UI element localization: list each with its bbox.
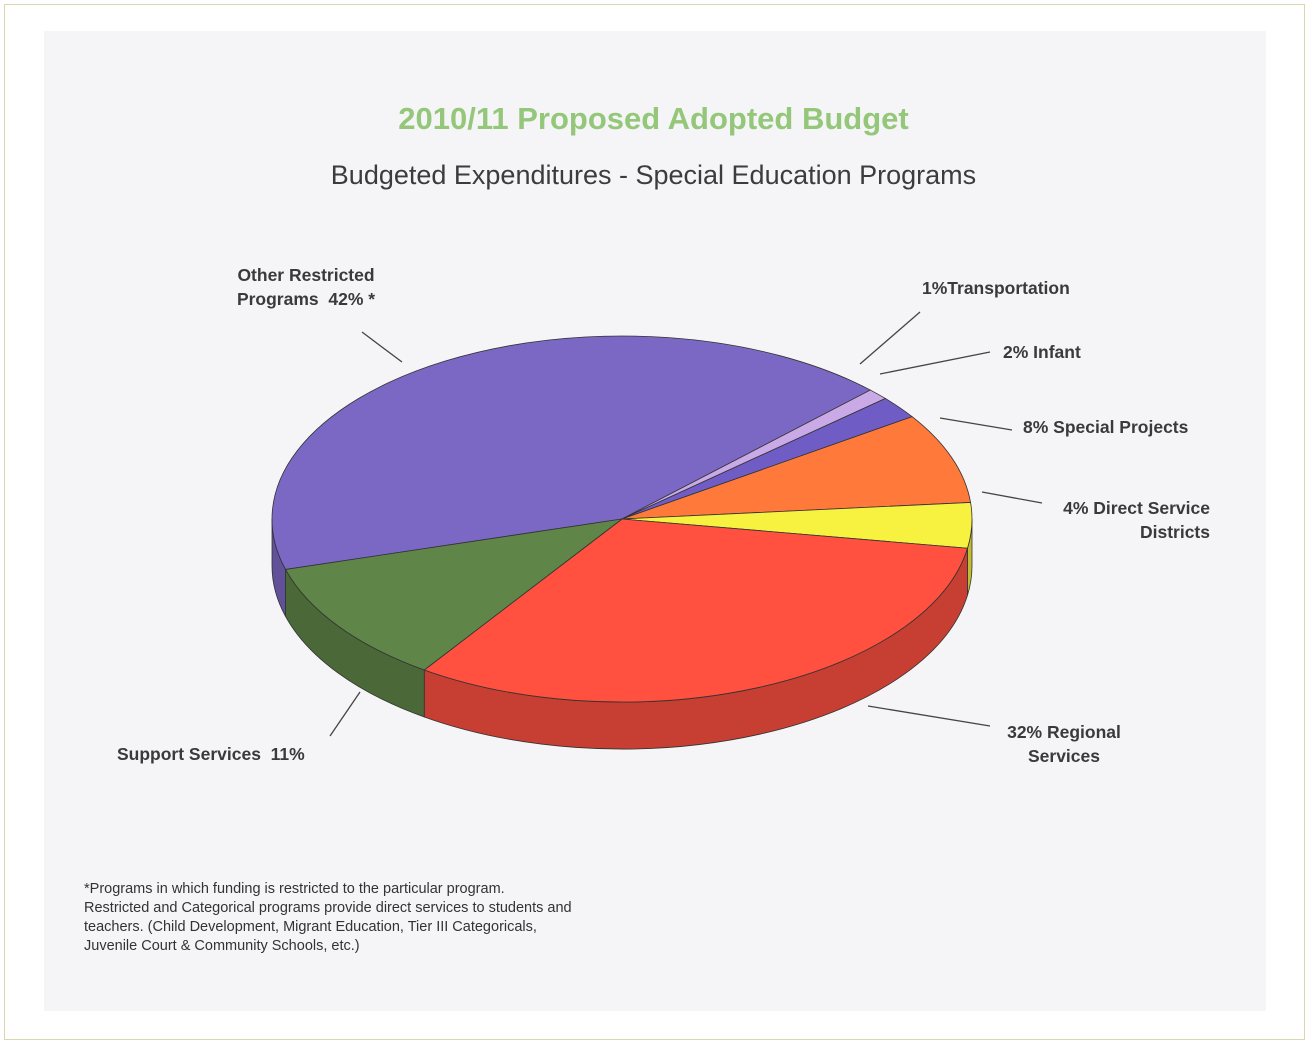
leader-line — [879, 351, 991, 375]
slice-label: 2% Infant — [1003, 342, 1081, 362]
pie-slice-special-projects — [621, 416, 972, 520]
slice-label: 8% Special Projects — [1023, 417, 1189, 437]
chart-subtitle: Budgeted Expenditures - Special Educatio… — [330, 160, 977, 190]
pie-top — [271, 335, 973, 703]
leader-line — [329, 691, 361, 737]
slice-label: 4% Direct Service Districts — [1063, 498, 1210, 542]
pie-slice-support-services — [284, 518, 623, 671]
slice-label: 32% Regional Services — [1007, 722, 1121, 766]
pie-slice-regional-services — [423, 518, 969, 703]
footnote-line: Restricted and Categorical programs prov… — [84, 900, 572, 916]
slice-label: 1%Transportation — [922, 278, 1070, 298]
footnote: *Programs in which funding is restricted… — [84, 880, 572, 956]
leader-line — [859, 311, 921, 365]
slice-label: Other Restricted Programs 42% * — [236, 265, 376, 309]
leader-line — [939, 417, 1013, 431]
leader-line — [867, 705, 991, 727]
footnote-line: Juvenile Court & Community Schools, etc.… — [84, 938, 360, 954]
leader-lines — [329, 311, 1043, 737]
slice-label: Support Services 11% — [117, 744, 305, 764]
leader-line — [361, 331, 403, 363]
leader-line — [981, 491, 1043, 504]
footnote-line: *Programs in which funding is restricted… — [84, 881, 505, 897]
chart-title: 2010/11 Proposed Adopted Budget — [398, 101, 909, 136]
footnote-line: teachers. (Child Development, Migrant Ed… — [84, 919, 537, 935]
pie-slice-other-restricted-programs — [271, 335, 872, 570]
